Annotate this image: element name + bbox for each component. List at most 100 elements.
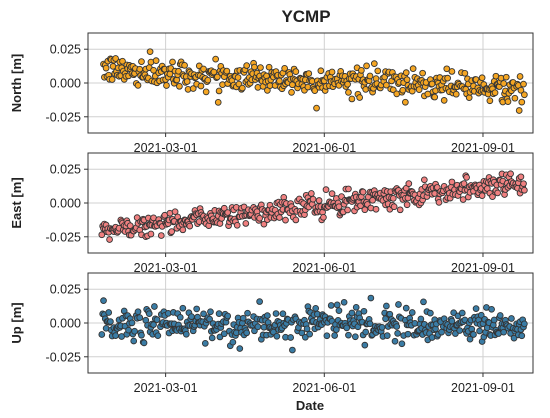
north-point <box>516 73 524 80</box>
east-point <box>276 214 283 221</box>
up-point <box>472 305 480 312</box>
east-point <box>309 195 317 203</box>
east-point <box>521 186 528 194</box>
up-point <box>239 314 247 322</box>
east-point <box>256 214 263 222</box>
up-point <box>98 331 106 338</box>
up-point <box>323 332 331 340</box>
up-point <box>244 309 251 317</box>
north-point <box>486 97 494 105</box>
north-point <box>419 69 426 77</box>
north-point <box>502 73 510 81</box>
north-point <box>239 84 246 92</box>
up-point <box>335 307 343 314</box>
east-point <box>179 226 187 234</box>
north-point <box>504 98 512 105</box>
north-point <box>150 66 157 74</box>
up-point <box>182 330 190 338</box>
y-tick-label: -0.025 <box>46 110 81 124</box>
north-point <box>146 48 154 56</box>
north-point <box>402 98 409 106</box>
up-point <box>327 302 335 309</box>
up-point <box>272 310 280 317</box>
up-point <box>351 333 359 341</box>
north-point <box>215 87 223 95</box>
up-ylabel: Up [m] <box>9 302 24 343</box>
north-point <box>119 57 126 65</box>
north-point <box>200 65 207 73</box>
east-point <box>106 236 113 243</box>
up-point <box>420 298 427 306</box>
north-point <box>257 64 264 71</box>
north-point <box>313 104 320 112</box>
north-point <box>214 73 221 81</box>
north-point <box>112 55 119 62</box>
north-point <box>444 74 451 82</box>
east-point <box>448 178 456 186</box>
north-point <box>491 89 499 97</box>
y-tick-label: 0.000 <box>50 77 81 91</box>
x-tick-label: 2021-09-01 <box>451 261 515 275</box>
east-point <box>390 203 398 211</box>
north-point <box>251 63 258 71</box>
east-ylabel: East [m] <box>9 177 24 228</box>
up-point <box>391 337 399 345</box>
north-point <box>363 62 370 70</box>
east-point <box>320 214 327 221</box>
up-point <box>312 305 320 312</box>
east-point <box>372 205 380 213</box>
x-tick-label: 2021-09-01 <box>451 141 515 155</box>
y-tick-label: 0.000 <box>50 197 81 211</box>
up-point <box>229 338 237 346</box>
east-point <box>463 174 470 181</box>
up-point <box>236 345 244 352</box>
east-point <box>494 189 501 197</box>
north-point <box>169 58 176 66</box>
up-point <box>140 339 148 347</box>
y-tick-label: 0.025 <box>50 43 81 57</box>
x-tick-label: 2021-03-01 <box>134 381 198 395</box>
north-point <box>243 62 251 69</box>
up-point <box>153 316 161 324</box>
up-point <box>348 309 356 317</box>
north-point <box>197 82 205 90</box>
up-point <box>402 304 410 312</box>
up-point <box>303 325 311 333</box>
east-point <box>405 180 413 187</box>
panel-up: 2021-03-01 2021-06-01 2021-09-01 0.025 0.000… <box>9 272 534 395</box>
east-point <box>315 197 323 204</box>
up-point <box>362 328 370 336</box>
north-point <box>500 80 508 87</box>
up-point <box>264 312 271 319</box>
east-point <box>282 216 289 224</box>
up-point <box>333 301 341 309</box>
up-point <box>394 330 401 337</box>
north-point <box>345 89 352 96</box>
up-point <box>470 331 477 338</box>
up-point <box>112 332 119 339</box>
north-point <box>465 94 473 102</box>
up-point <box>128 319 136 327</box>
up-point <box>279 310 287 318</box>
east-point <box>292 216 300 224</box>
up-point <box>138 331 145 339</box>
up-point <box>224 312 232 320</box>
y-tick-label: -0.025 <box>46 350 81 364</box>
north-point <box>138 58 145 65</box>
up-point <box>206 315 213 323</box>
up-point <box>273 332 281 340</box>
north-point <box>461 69 469 77</box>
north-point <box>281 65 288 72</box>
y-tick-label: 0.025 <box>50 283 81 297</box>
east-point <box>507 170 514 178</box>
up-point <box>151 303 158 310</box>
east-point <box>478 192 486 200</box>
up-point <box>393 323 401 330</box>
up-point <box>476 327 483 335</box>
up-point <box>496 312 504 319</box>
up-point <box>488 305 495 313</box>
north-point <box>305 70 313 77</box>
north-point <box>175 67 182 75</box>
up-point <box>243 329 251 337</box>
